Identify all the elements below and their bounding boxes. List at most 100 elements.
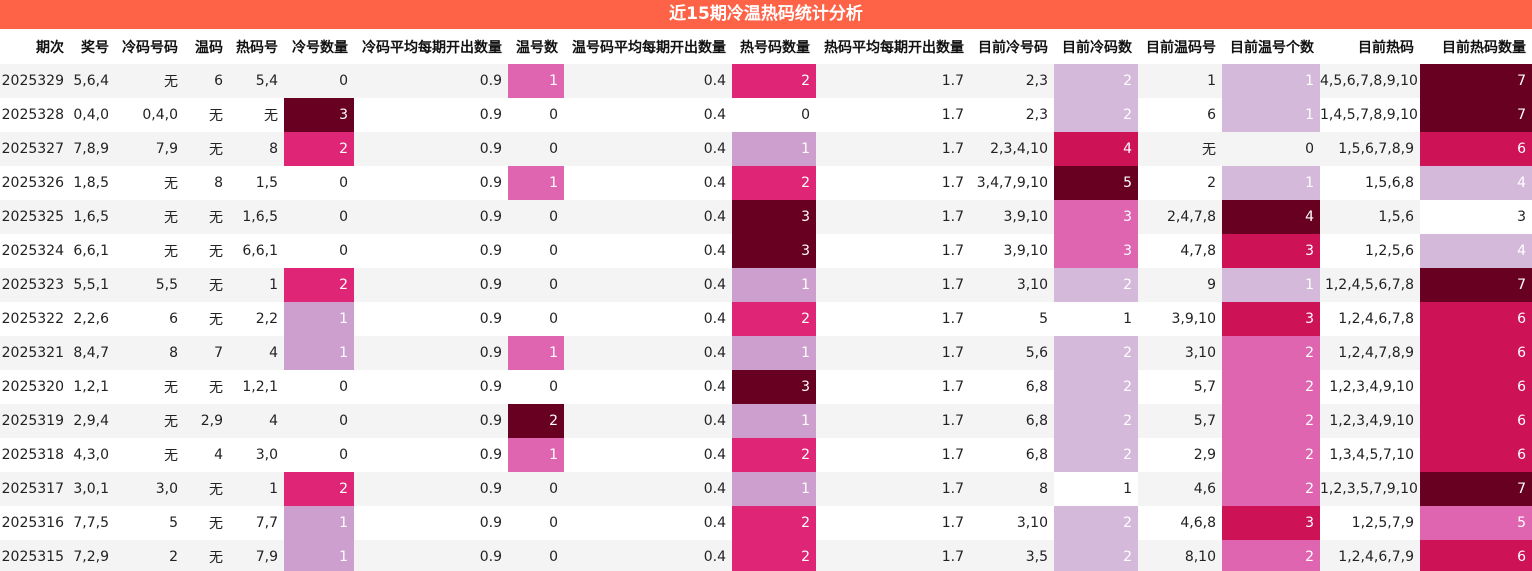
cell-cold-count: 2 <box>284 472 354 506</box>
table-row: 2025323 5,5,1 5,5 无 1 2 0.9 0 0.4 1 1.7 3,10 2 9 1 1,2,… <box>0 268 1532 302</box>
cell-hot-avg: 1.7 <box>816 302 970 336</box>
column-header-prize-number[interactable]: 奖号 <box>70 29 115 64</box>
cell-cold-avg: 0.9 <box>354 132 508 166</box>
cell-current-hot-count: 4 <box>1420 166 1532 200</box>
cell-warm-numbers: 无 <box>184 200 229 234</box>
column-header-current-cold-count[interactable]: 目前冷码数 <box>1054 29 1138 64</box>
cell-period: 2025318 <box>0 438 70 472</box>
cell-current-cold-numbers: 3,10 <box>970 506 1054 540</box>
cell-cold-avg: 0.9 <box>354 166 508 200</box>
cell-current-cold-count: 2 <box>1054 540 1138 571</box>
cell-hot-numbers: 4 <box>229 404 284 438</box>
cell-cold-avg: 0.9 <box>354 64 508 98</box>
cell-hot-count: 3 <box>732 234 816 268</box>
cell-current-cold-numbers: 5 <box>970 302 1054 336</box>
column-header-hot-numbers[interactable]: 热码号 <box>229 29 284 64</box>
column-header-cold-numbers[interactable]: 冷码号码 <box>115 29 184 64</box>
cell-cold-avg: 0.9 <box>354 506 508 540</box>
cell-current-hot-count: 6 <box>1420 438 1532 472</box>
cell-hot-numbers: 1,6,5 <box>229 200 284 234</box>
table-row: 2025321 8,4,7 8 7 4 1 0.9 1 0.4 1 1.7 5,6 2 3,10 2 1,2,… <box>0 336 1532 370</box>
table-row: 2025324 6,6,1 无无 6,6,1 0 0.9 0 0.4 3 1.7 3,9,10 3 4,… <box>0 234 1532 268</box>
table-row: 2025327 7,8,9 7,9 无 8 2 0.9 0 0.4 1 1.7 2,3,4,10 4 无 0… <box>0 132 1532 166</box>
cell-current-hot-numbers: 1,2,3,4,9,10 <box>1320 370 1420 404</box>
cell-current-warm-numbers: 4,6 <box>1138 472 1222 506</box>
cell-warm-avg: 0.4 <box>564 472 732 506</box>
cell-hot-count: 2 <box>732 302 816 336</box>
cell-prize-number: 7,8,9 <box>70 132 115 166</box>
cell-current-cold-numbers: 3,5 <box>970 540 1054 571</box>
cell-cold-count: 0 <box>284 166 354 200</box>
cell-hot-avg: 1.7 <box>816 64 970 98</box>
cell-hot-avg: 1.7 <box>816 506 970 540</box>
cell-period: 2025325 <box>0 200 70 234</box>
cell-current-hot-numbers: 1,4,5,7,8,9,10 <box>1320 98 1420 132</box>
cell-prize-number: 1,8,5 <box>70 166 115 200</box>
cell-current-hot-count: 6 <box>1420 540 1532 571</box>
column-header-current-warm-numbers[interactable]: 目前温码号 <box>1138 29 1222 64</box>
cell-cold-avg: 0.9 <box>354 234 508 268</box>
cell-warm-avg: 0.4 <box>564 98 732 132</box>
table-row: 2025329 5,6,4 无 6 5,4 0 0.9 1 0.4 2 1.7 2,3 2 1 1 4,5,6… <box>0 64 1532 98</box>
cell-current-cold-count: 2 <box>1054 98 1138 132</box>
cell-current-warm-numbers: 3,9,10 <box>1138 302 1222 336</box>
cell-hot-avg: 1.7 <box>816 404 970 438</box>
cell-cold-count: 0 <box>284 404 354 438</box>
cell-warm-numbers: 2,9 <box>184 404 229 438</box>
cell-current-hot-count: 7 <box>1420 64 1532 98</box>
cell-warm-count: 0 <box>508 132 564 166</box>
cell-hot-avg: 1.7 <box>816 268 970 302</box>
cell-warm-count: 1 <box>508 438 564 472</box>
cell-cold-numbers: 5 <box>115 506 184 540</box>
column-header-hot-avg[interactable]: 热码平均每期开出数量 <box>816 29 970 64</box>
cell-cold-avg: 0.9 <box>354 268 508 302</box>
stats-table: 期次 奖号 冷码号码 温码 热码号 冷号数量 冷码平均每期开出数量 温号数 温号码平均每期开出数… <box>0 29 1532 571</box>
cell-hot-avg: 1.7 <box>816 472 970 506</box>
column-header-hot-count[interactable]: 热号码数量 <box>732 29 816 64</box>
cell-current-cold-numbers: 3,9,10 <box>970 200 1054 234</box>
cell-current-warm-count: 3 <box>1222 302 1320 336</box>
cell-hot-numbers: 7,9 <box>229 540 284 571</box>
table-row: 2025326 1,8,5 无 8 1,5 0 0.9 1 0.4 2 1.7 3,4,7,9,10 5… <box>0 166 1532 200</box>
cell-hot-numbers: 无 <box>229 98 284 132</box>
column-header-current-cold-numbers[interactable]: 目前冷号码 <box>970 29 1054 64</box>
column-header-current-hot-count[interactable]: 目前热码数量 <box>1420 29 1532 64</box>
cell-current-hot-numbers: 1,2,4,6,7,8 <box>1320 302 1420 336</box>
column-header-warm-avg[interactable]: 温号码平均每期开出数量 <box>564 29 732 64</box>
table-row: 2025320 1,2,1 无无 1,2,1 0 0.9 0 0.4 3 1.7 6,8 2 5,7 2 1… <box>0 370 1532 404</box>
cell-current-warm-count: 1 <box>1222 64 1320 98</box>
cell-warm-numbers: 无 <box>184 98 229 132</box>
column-header-warm-numbers[interactable]: 温码 <box>184 29 229 64</box>
cell-current-warm-count: 4 <box>1222 200 1320 234</box>
column-header-cold-avg[interactable]: 冷码平均每期开出数量 <box>354 29 508 64</box>
cell-cold-count: 1 <box>284 336 354 370</box>
cell-current-warm-numbers: 2 <box>1138 166 1222 200</box>
cell-current-hot-count: 6 <box>1420 302 1532 336</box>
column-header-current-warm-count[interactable]: 目前温号个数 <box>1222 29 1320 64</box>
cell-current-cold-numbers: 8 <box>970 472 1054 506</box>
cell-cold-avg: 0.9 <box>354 438 508 472</box>
column-header-warm-count[interactable]: 温号数 <box>508 29 564 64</box>
cell-warm-count: 0 <box>508 234 564 268</box>
cell-cold-numbers: 无 <box>115 166 184 200</box>
cell-warm-count: 2 <box>508 404 564 438</box>
cell-current-warm-numbers: 6 <box>1138 98 1222 132</box>
cell-hot-numbers: 1 <box>229 472 284 506</box>
cell-prize-number: 2,9,4 <box>70 404 115 438</box>
cell-current-hot-numbers: 1,3,4,5,7,10 <box>1320 438 1420 472</box>
cell-current-hot-count: 7 <box>1420 268 1532 302</box>
cell-current-hot-count: 6 <box>1420 336 1532 370</box>
cell-current-cold-numbers: 3,4,7,9,10 <box>970 166 1054 200</box>
cell-current-warm-numbers: 4,7,8 <box>1138 234 1222 268</box>
cell-current-warm-numbers: 4,6,8 <box>1138 506 1222 540</box>
column-header-period[interactable]: 期次 <box>0 29 70 64</box>
cell-hot-numbers: 8 <box>229 132 284 166</box>
cell-cold-numbers: 7,9 <box>115 132 184 166</box>
cell-cold-avg: 0.9 <box>354 370 508 404</box>
cell-warm-numbers: 无 <box>184 132 229 166</box>
column-header-current-hot-numbers[interactable]: 目前热码 <box>1320 29 1420 64</box>
cell-period: 2025319 <box>0 404 70 438</box>
cell-hot-numbers: 1 <box>229 268 284 302</box>
column-header-cold-count[interactable]: 冷号数量 <box>284 29 354 64</box>
cell-cold-count: 3 <box>284 98 354 132</box>
